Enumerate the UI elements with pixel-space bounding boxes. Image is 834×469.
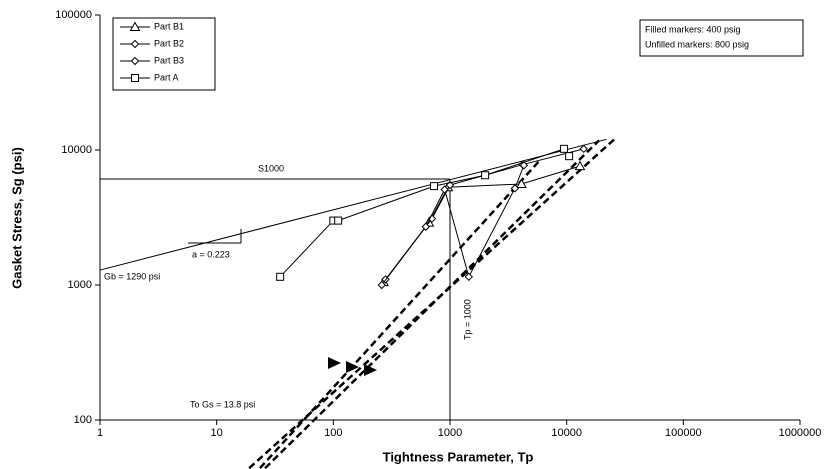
- y-axis-title: Gasket Stress, Sg (psi): [9, 147, 24, 289]
- y-tick-label: 1000: [68, 279, 92, 291]
- marker: [516, 178, 527, 188]
- marker: [565, 152, 574, 161]
- marker: [579, 144, 588, 154]
- notes-box: [639, 19, 804, 57]
- marker: [130, 56, 140, 66]
- y-tick-label: 100000: [55, 9, 92, 21]
- annotation: Gb = 1290 psi: [104, 271, 160, 281]
- x-tick-label: 10: [211, 427, 223, 439]
- annotation: S1000: [258, 163, 284, 173]
- marker: [276, 272, 285, 281]
- x-tick-label: 100000: [665, 427, 702, 439]
- legend-label: Part B2: [154, 38, 184, 48]
- series-line: [381, 165, 525, 286]
- y-tick-label: 100: [74, 414, 92, 426]
- legend-label: Part A: [154, 72, 179, 82]
- series-line: [385, 148, 584, 280]
- x-tick-label: 1: [97, 427, 103, 439]
- x-axis-title: Tightness Parameter, Tp: [383, 449, 534, 464]
- x-tick-label: 100: [324, 427, 342, 439]
- reference-line: [99, 138, 607, 271]
- marker: [377, 280, 386, 290]
- y-tick-label: 10000: [61, 144, 92, 156]
- marker: [129, 21, 141, 31]
- marker: [421, 222, 430, 231]
- x-tick-label: 1000: [438, 427, 462, 439]
- annotation: Tp = 1000: [462, 299, 472, 340]
- marker: [130, 39, 140, 49]
- note: Unfilled markers: 800 psig: [645, 39, 749, 49]
- annotation: a = 0.223: [192, 249, 230, 259]
- arrowhead: [328, 357, 341, 369]
- marker: [430, 182, 439, 191]
- marker: [131, 74, 139, 82]
- marker: [574, 160, 586, 171]
- annotation: To Gs = 13.8 psi: [190, 399, 255, 409]
- marker: [510, 184, 520, 193]
- note: Filled markers: 400 psig: [645, 24, 741, 34]
- x-tick-label: 1000000: [779, 427, 822, 439]
- legend-label: Part B1: [154, 21, 184, 31]
- reference-line: [248, 135, 618, 469]
- marker: [440, 185, 449, 194]
- marker: [464, 272, 474, 282]
- marker: [427, 214, 437, 223]
- marker: [334, 216, 343, 225]
- marker: [481, 171, 490, 180]
- marker: [519, 161, 529, 170]
- series-line: [383, 165, 581, 283]
- marker: [560, 144, 569, 153]
- legend-label: Part B3: [154, 55, 184, 65]
- x-tick-label: 10000: [551, 427, 582, 439]
